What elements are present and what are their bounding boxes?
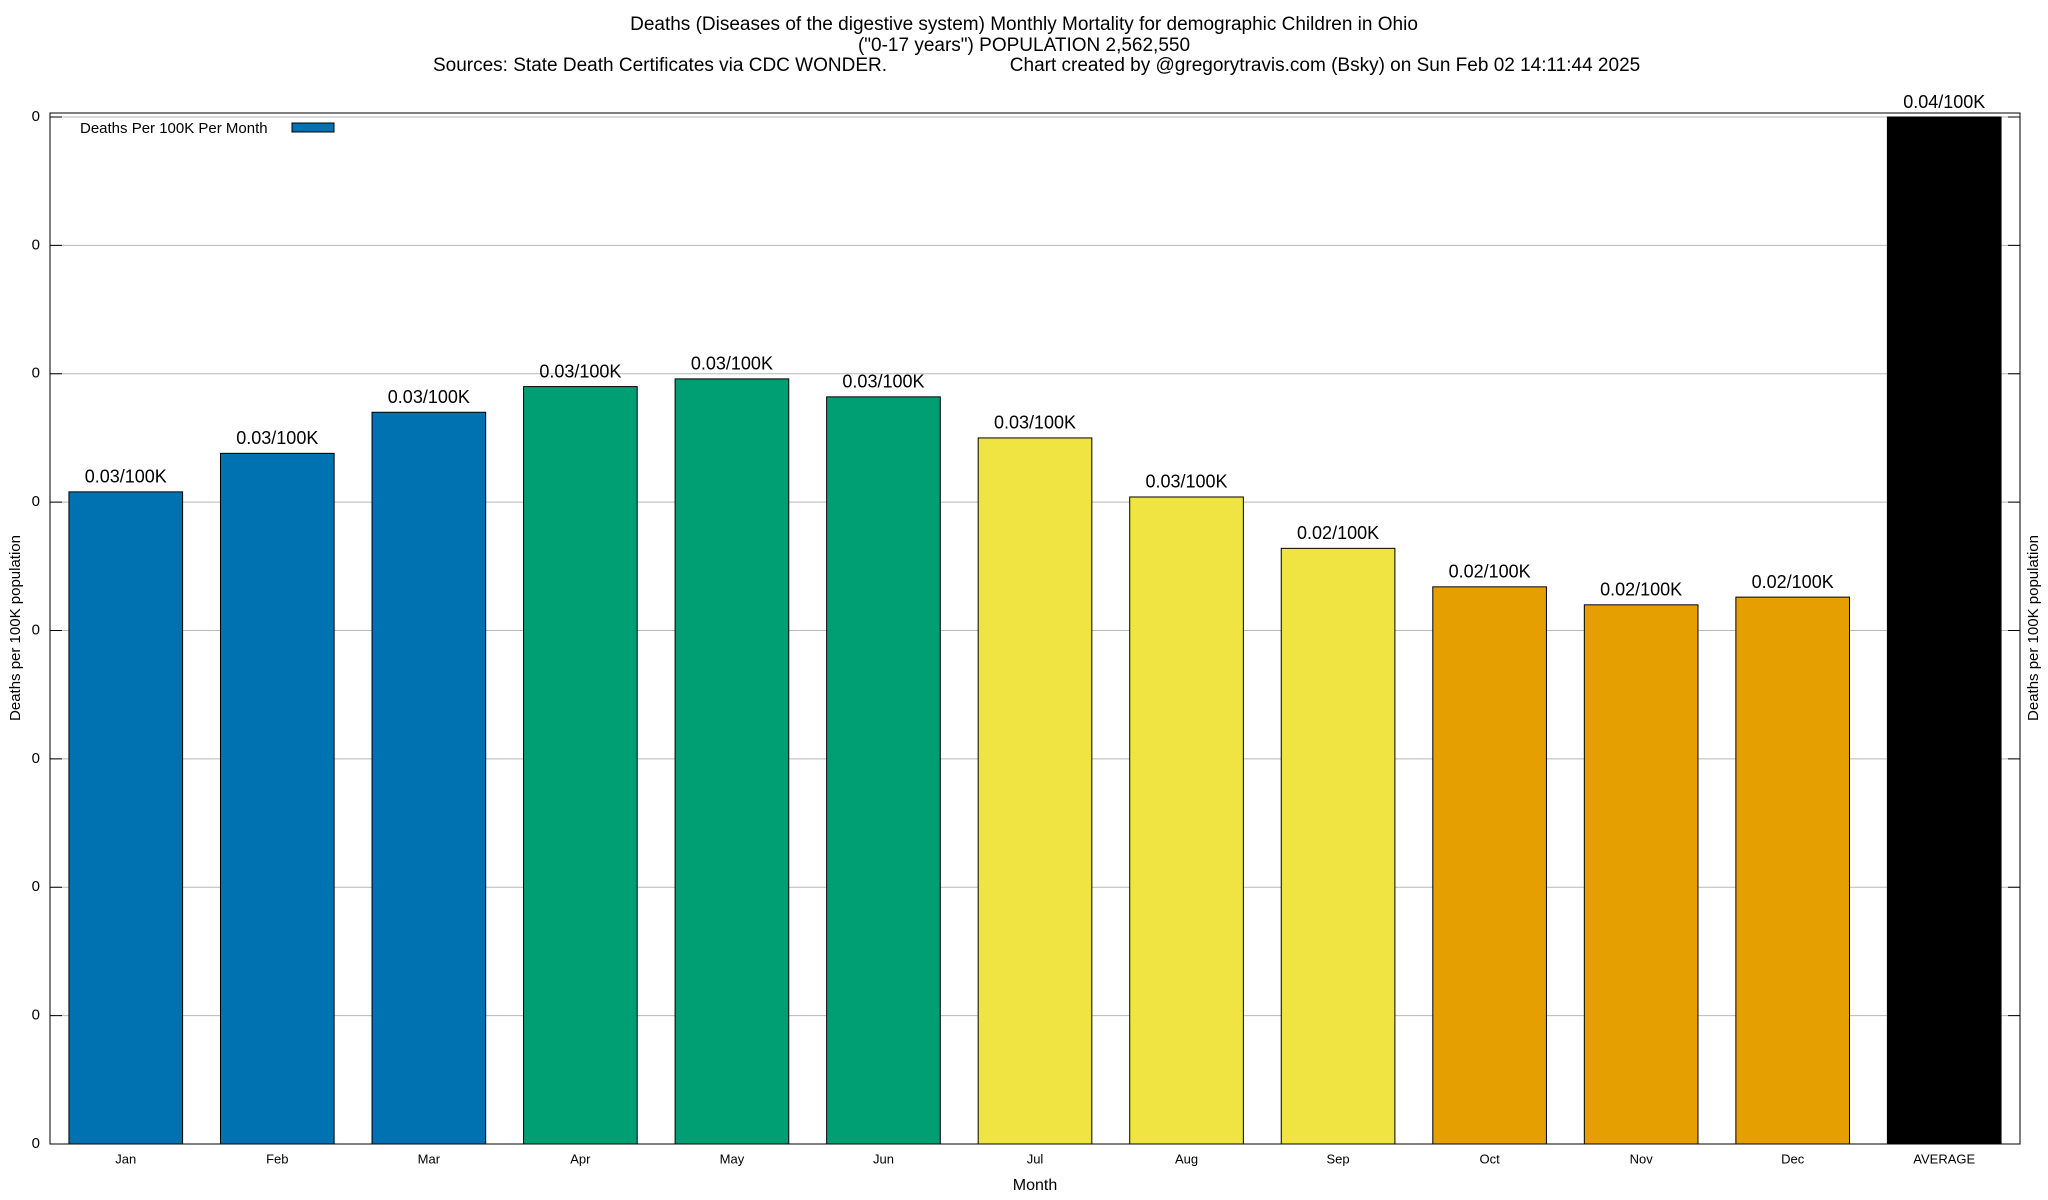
y-tick-label: 0 <box>32 878 40 895</box>
x-tick-label: Jul <box>1027 1151 1044 1166</box>
value-label: 0.03/100K <box>388 387 470 407</box>
x-tick-label: May <box>720 1151 745 1166</box>
x-tick-label: Oct <box>1479 1151 1500 1166</box>
bar <box>977 437 1093 1145</box>
bar <box>826 396 941 1145</box>
x-tick-label: Jun <box>873 1151 894 1166</box>
bar <box>1735 596 1851 1145</box>
x-tick-label: Apr <box>570 1151 591 1166</box>
value-label: 0.03/100K <box>842 372 924 392</box>
x-tick-label: Mar <box>418 1151 441 1166</box>
chart-credit: Chart created by @gregorytravis.com (Bsk… <box>1010 55 1640 76</box>
chart-subtitle: ("0-17 years") POPULATION 2,562,550 <box>858 35 1190 56</box>
value-label: 0.03/100K <box>994 413 1076 433</box>
value-label: 0.03/100K <box>691 354 773 374</box>
x-tick-label: Feb <box>266 1151 288 1166</box>
x-axis-label: Month <box>1013 1177 1057 1194</box>
x-tick-label: AVERAGE <box>1913 1151 1975 1166</box>
bar <box>1280 547 1396 1145</box>
chart-sources: Sources: State Death Certificates via CD… <box>433 55 887 76</box>
value-label: 0.04/100K <box>1903 92 1985 112</box>
value-label: 0.03/100K <box>85 467 167 487</box>
x-tick-label: Sep <box>1327 1151 1350 1166</box>
bar <box>219 452 335 1145</box>
value-label: 0.03/100K <box>236 428 318 448</box>
y-axis-label: Deaths per 100K population <box>7 535 24 721</box>
bar <box>1432 586 1547 1145</box>
bar <box>1583 604 1699 1145</box>
bar <box>1886 116 2002 1145</box>
y-tick-label: 0 <box>32 1135 40 1152</box>
bar <box>68 491 184 1145</box>
value-label: 0.02/100K <box>1297 523 1379 543</box>
value-label: 0.02/100K <box>1752 572 1834 592</box>
value-label: 0.03/100K <box>1145 472 1227 492</box>
y-tick-label: 0 <box>32 621 40 638</box>
value-label: 0.02/100K <box>1449 562 1531 582</box>
y2-axis-label: Deaths per 100K population <box>2025 535 2042 721</box>
bar <box>1129 496 1244 1145</box>
plot-frame <box>49 112 2021 1145</box>
legend-label: Deaths Per 100K Per Month <box>80 120 268 137</box>
bar <box>371 411 487 1145</box>
chart-title: Deaths (Diseases of the digestive system… <box>630 14 1418 35</box>
x-tick-label: Aug <box>1175 1151 1198 1166</box>
x-tick-label: Jan <box>115 1151 136 1166</box>
x-tick-label: Nov <box>1630 1151 1654 1166</box>
y-tick-label: 0 <box>32 493 40 510</box>
y-tick-label: 0 <box>32 365 40 382</box>
x-tick-label: Dec <box>1781 1151 1805 1166</box>
bar <box>523 386 638 1145</box>
value-label: 0.03/100K <box>539 361 621 381</box>
y-tick-label: 0 <box>32 750 40 767</box>
legend-swatch <box>291 122 335 133</box>
bar <box>674 378 790 1145</box>
y-tick-label: 0 <box>32 236 40 253</box>
y-tick-label: 0 <box>32 1007 40 1024</box>
value-label: 0.02/100K <box>1600 580 1682 600</box>
y-tick-label: 0 <box>32 108 40 125</box>
